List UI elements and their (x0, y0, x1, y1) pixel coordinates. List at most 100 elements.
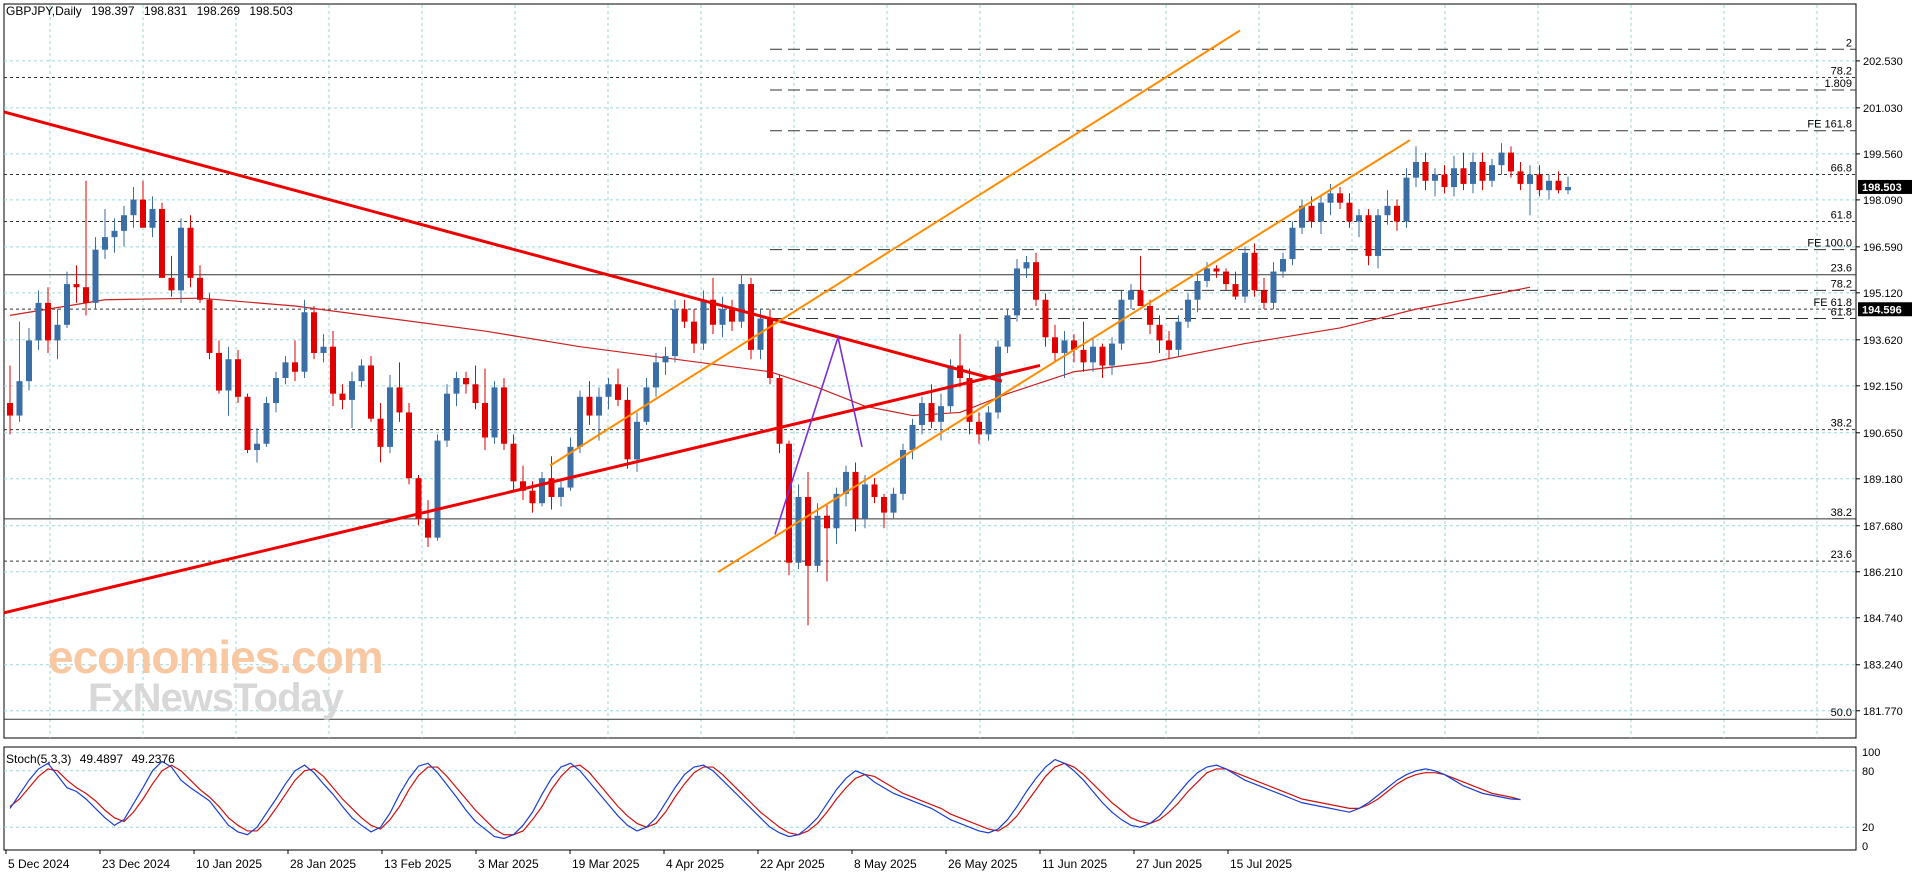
candle (1166, 331, 1172, 360)
candle-body (681, 309, 688, 322)
candle-body (1194, 280, 1201, 300)
candle-body (1555, 180, 1562, 191)
candle-body (1242, 252, 1248, 297)
candle (1194, 274, 1201, 313)
candle (377, 403, 384, 463)
candle (919, 396, 925, 435)
price-tick-label: 193.620 (1863, 335, 1903, 347)
candle (216, 340, 222, 394)
candle (1489, 158, 1495, 188)
candle (121, 205, 127, 247)
candle (1565, 176, 1571, 195)
channel-upper-line (549, 29, 1241, 467)
candle (814, 503, 821, 573)
candle (985, 406, 992, 441)
candle-body (463, 378, 469, 385)
candle (558, 481, 564, 507)
candle (1261, 277, 1267, 310)
candle-body (558, 487, 564, 497)
ascending-support-line (3, 364, 1041, 615)
candle-body (1517, 171, 1524, 184)
candle (35, 290, 42, 350)
candle-body (900, 450, 906, 494)
candle (1071, 334, 1077, 363)
candle (1517, 162, 1524, 191)
candle-body (1270, 271, 1277, 303)
candle (7, 365, 13, 435)
candle-body (1128, 290, 1134, 300)
candle (1337, 187, 1343, 209)
candle (482, 368, 488, 450)
candle-body (1498, 152, 1505, 166)
candle-body (833, 493, 840, 529)
candle (178, 218, 184, 303)
candle-body (1061, 340, 1068, 353)
candle (396, 362, 403, 422)
candle (358, 359, 365, 388)
candle-body (1004, 315, 1011, 347)
candle-body (396, 387, 403, 413)
candle (1413, 146, 1419, 188)
candle (1365, 208, 1372, 266)
candle (1090, 337, 1096, 372)
stochastic-main-line (9, 758, 1521, 840)
candle-body (444, 393, 450, 441)
candle (577, 390, 583, 454)
candle (1289, 221, 1296, 266)
candle (349, 371, 355, 429)
candle (1052, 324, 1058, 363)
candle (1479, 152, 1486, 191)
stochastic-scale-label: 0 (1862, 841, 1868, 853)
candle-body (216, 352, 222, 391)
price-tick-label: 198.090 (1863, 195, 1903, 207)
candle (1451, 155, 1457, 197)
candle-body (206, 299, 213, 353)
candle-body (130, 199, 137, 216)
candle (1232, 271, 1239, 300)
candle-body (1204, 268, 1210, 281)
candle-body (567, 446, 574, 488)
candle-body (1356, 215, 1362, 222)
candle-body (263, 403, 270, 444)
candle-body (748, 284, 754, 350)
current-price-tag: 198.503 (1858, 179, 1912, 194)
candle (1555, 171, 1562, 194)
candle-body (1403, 177, 1410, 222)
candle-body (1451, 168, 1457, 188)
main-pane-frame (3, 3, 1857, 739)
date-label: 23 Dec 2024 (102, 857, 170, 871)
candle (244, 393, 251, 454)
candle (776, 374, 783, 454)
candle-body (168, 277, 175, 291)
candle (187, 215, 194, 288)
candle-body (368, 365, 374, 419)
candle (434, 434, 441, 541)
candle-body (1384, 205, 1391, 216)
candle (1356, 208, 1362, 238)
candle-body (871, 484, 878, 497)
candle (1004, 309, 1011, 353)
candle-body (1346, 202, 1353, 222)
candle (805, 471, 811, 626)
candle (301, 299, 308, 378)
candle-body (1289, 227, 1296, 260)
candle-body (1080, 349, 1087, 363)
candle-body (1470, 162, 1476, 184)
candle-body (596, 396, 602, 416)
candle-body (862, 484, 868, 519)
date-label: 22 Apr 2025 (760, 857, 825, 871)
candle (662, 346, 669, 375)
candle (149, 196, 156, 238)
candle (710, 277, 716, 335)
candle-body (1109, 343, 1115, 366)
date-label: 26 May 2025 (948, 857, 1018, 871)
candle (738, 274, 745, 328)
candle (45, 287, 51, 353)
candle (453, 371, 460, 407)
candle-body (178, 227, 184, 291)
candle-body (1166, 340, 1172, 350)
candle (605, 378, 612, 410)
candle-body (1441, 174, 1448, 188)
candle-body (1527, 174, 1533, 184)
